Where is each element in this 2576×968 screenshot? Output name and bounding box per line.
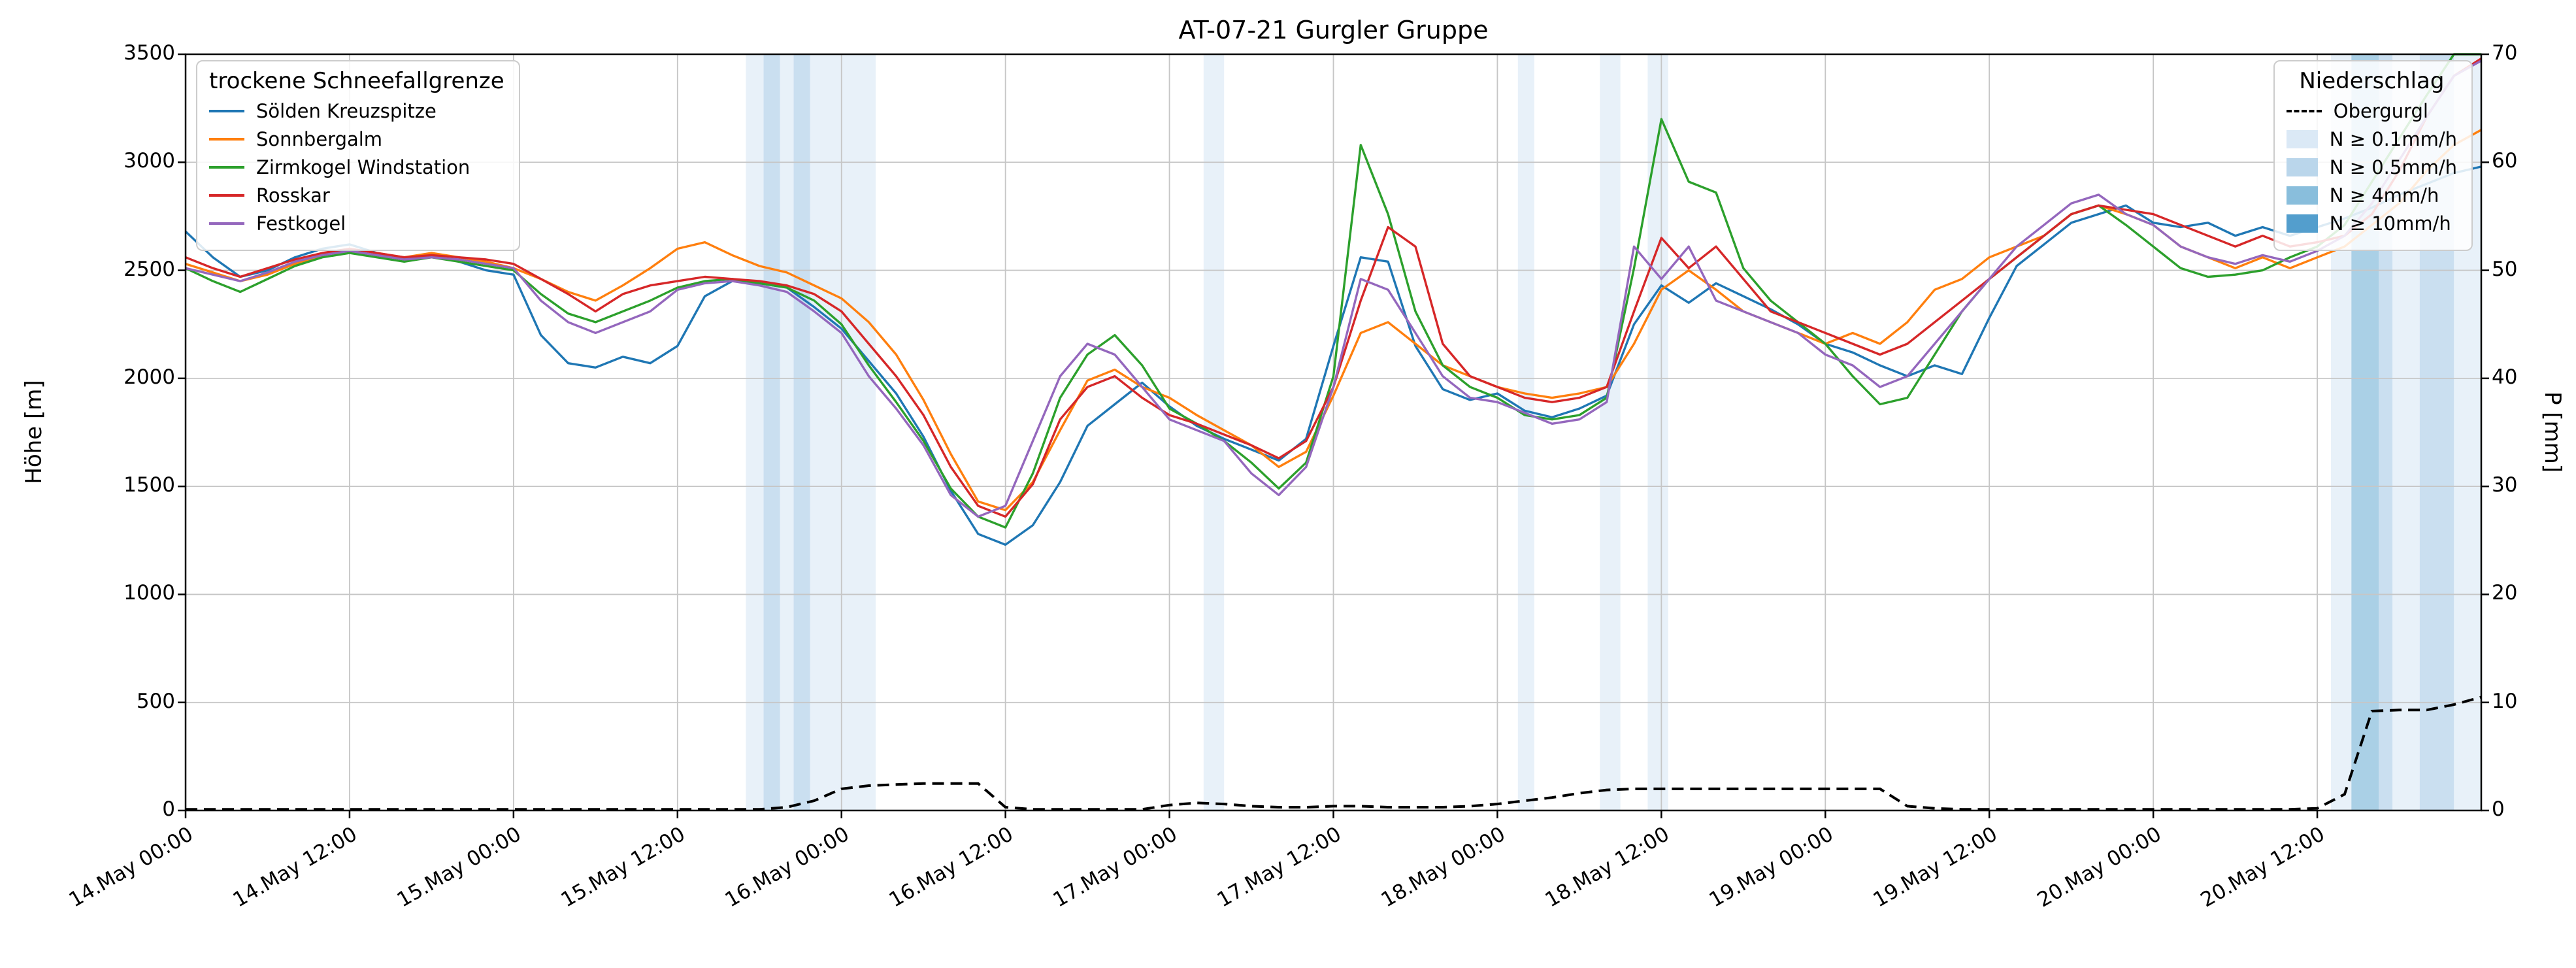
legend-label: N ≥ 0.5mm/h	[2329, 156, 2457, 178]
legend-item-obergurgl: Obergurgl	[2286, 100, 2457, 122]
patch-sample-icon	[2286, 214, 2318, 233]
line-sample-icon	[209, 194, 244, 197]
legend-label: Festkogel	[256, 212, 346, 235]
precip-band	[1517, 54, 1534, 810]
legend-label: Sonnbergalm	[256, 128, 383, 150]
legend-label: Obergurgl	[2333, 100, 2428, 122]
legend-item-n-4: N ≥ 4mm/h	[2286, 184, 2457, 207]
dashed-line-sample-icon	[2286, 110, 2322, 112]
legend-label: Sölden Kreuzspitze	[256, 100, 437, 122]
legend-label: N ≥ 10mm/h	[2329, 212, 2451, 235]
legend-snowline-title: trockene Schneefallgrenze	[209, 68, 504, 94]
legend-snowline: trockene Schneefallgrenze Sölden Kreuzsp…	[196, 60, 520, 251]
legend-item-soelden-kreuzspitze: Sölden Kreuzspitze	[209, 100, 504, 122]
precip-band	[763, 54, 780, 810]
legend-precipitation: Niederschlag Obergurgl N ≥ 0.1mm/h N ≥ 0…	[2273, 60, 2473, 251]
patch-sample-icon	[2286, 130, 2318, 148]
chart-title: AT-07-21 Gurgler Gruppe	[1178, 16, 1489, 44]
line-sample-icon	[209, 138, 244, 141]
series-line-soelden-kreuzspitze	[184, 165, 2482, 546]
precip-line-obergurgl	[186, 695, 2482, 811]
legend-item-sonnbergalm: Sonnbergalm	[209, 128, 504, 150]
legend-label: N ≥ 0.1mm/h	[2329, 128, 2457, 150]
precip-band	[1647, 54, 1668, 810]
legend-label: Rosskar	[256, 184, 330, 207]
precip-band	[1600, 54, 1621, 810]
legend-item-festkogel: Festkogel	[209, 212, 504, 235]
line-sample-icon	[209, 110, 244, 112]
legend-item-n-10: N ≥ 10mm/h	[2286, 212, 2457, 235]
patch-sample-icon	[2286, 186, 2318, 205]
legend-precipitation-title: Niederschlag	[2299, 68, 2445, 94]
legend-item-n-01: N ≥ 0.1mm/h	[2286, 128, 2457, 150]
legend-item-zirmkogel-windstation: Zirmkogel Windstation	[209, 156, 504, 178]
line-sample-icon	[209, 222, 244, 225]
precip-band	[793, 54, 810, 810]
line-sample-icon	[209, 166, 244, 169]
patch-sample-icon	[2286, 158, 2318, 176]
y-axis-label-right: P [mm]	[2539, 391, 2566, 473]
y-axis-label-left: Höhe [m]	[21, 380, 47, 484]
legend-label: N ≥ 4mm/h	[2329, 184, 2439, 207]
series-line-festkogel	[185, 59, 2482, 518]
legend-item-rosskar: Rosskar	[209, 184, 504, 207]
legend-label: Zirmkogel Windstation	[256, 156, 471, 178]
legend-item-n-05: N ≥ 0.5mm/h	[2286, 156, 2457, 178]
